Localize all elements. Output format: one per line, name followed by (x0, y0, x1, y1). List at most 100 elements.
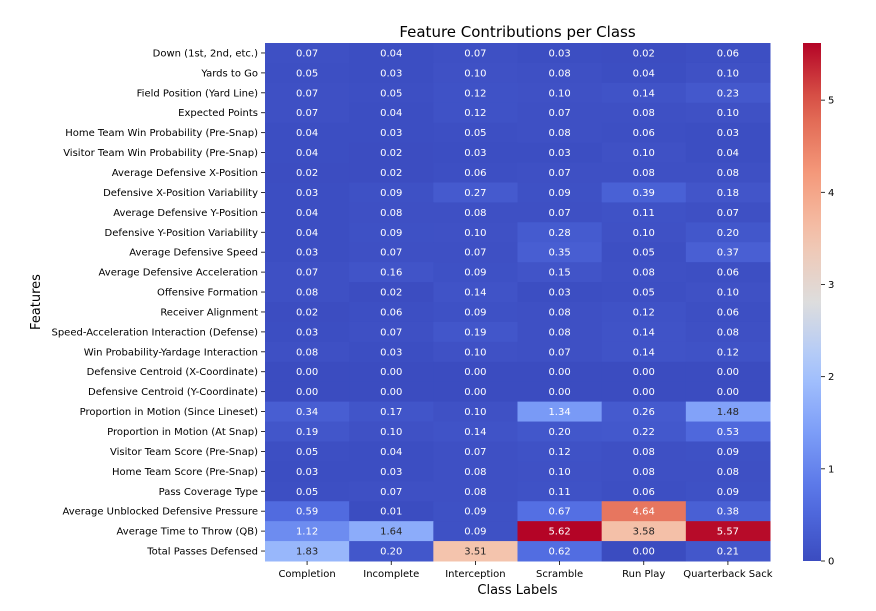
y-tick-label: Down (1st, 2nd, etc.) (153, 48, 258, 59)
cell-value-label: 0.38 (717, 507, 739, 518)
cell-value-label: 0.11 (633, 208, 655, 219)
heatmap-cell (685, 481, 771, 502)
heatmap-cell (685, 501, 771, 522)
cell-value-label: 0.20 (548, 427, 570, 438)
heatmap-cell (265, 242, 350, 263)
heatmap-cell (433, 321, 518, 343)
cell-value-label: 0.59 (296, 507, 318, 518)
heatmap-cell (601, 142, 687, 164)
heatmap-cell (349, 501, 434, 522)
heatmap-cell (433, 162, 518, 183)
heatmap-cell (349, 102, 434, 124)
heatmap-cell (601, 202, 687, 223)
heatmap-cell (349, 441, 434, 462)
cell-value-label: 0.03 (380, 347, 402, 358)
heatmap-cell (601, 401, 687, 423)
y-axis-ticks: Down (1st, 2nd, etc.) Yards to Go Field Po… (51, 48, 265, 558)
heatmap-cell (265, 381, 350, 403)
cell-value-label: 0.10 (633, 228, 655, 239)
heatmap-cell (265, 341, 350, 363)
cell-value-label: 0.07 (296, 268, 318, 279)
cell-value-label: 0.15 (548, 268, 570, 279)
heatmap-cell (601, 222, 687, 243)
heatmap-cell (265, 222, 350, 243)
heatmap-cell (433, 461, 518, 482)
heatmap-cell (433, 381, 518, 403)
colorbar-tick-label: 2 (828, 372, 834, 383)
cell-value-label: 0.02 (380, 288, 402, 299)
cell-value-label: 0.04 (296, 148, 318, 159)
cell-value-label: 0.08 (717, 168, 739, 179)
cell-value-label: 0.07 (296, 108, 318, 119)
cell-value-label: 0.08 (633, 268, 655, 279)
heatmap-cell (685, 202, 771, 223)
heatmap-cell (349, 162, 434, 183)
heatmap-cell (433, 521, 518, 542)
cell-value-label: 0.03 (380, 467, 402, 478)
cell-value-label: 0.00 (464, 367, 486, 378)
cell-value-label: 0.09 (548, 188, 570, 199)
cell-value-label: 0.17 (380, 407, 402, 418)
heatmap-cell (265, 501, 350, 522)
cell-value-label: 0.10 (633, 148, 655, 159)
heatmap-cell (433, 43, 518, 64)
heatmap-cell (265, 62, 350, 84)
cell-value-label: 0.09 (464, 268, 486, 279)
colorbar-tick-label: 3 (828, 280, 834, 291)
cell-value-label: 0.08 (548, 128, 570, 139)
cell-value-label: 0.07 (380, 487, 402, 498)
heatmap-cell (517, 102, 603, 124)
heatmap-cell (517, 262, 603, 283)
colorbar-ticks: 0 1 2 3 4 5 (821, 96, 834, 568)
y-tick-label: Average Defensive Speed (129, 248, 258, 259)
cell-value-label: 0.35 (548, 248, 570, 259)
cell-value-label: 0.07 (548, 168, 570, 179)
heatmap-cell (349, 202, 434, 223)
cell-value-label: 0.04 (296, 228, 318, 239)
cell-value-label: 0.10 (548, 467, 570, 478)
heatmap-cell (349, 421, 434, 442)
heatmap-cell (517, 441, 603, 462)
heatmap-cell (349, 461, 434, 482)
heatmap-cell (685, 182, 771, 203)
cell-value-label: 0.00 (296, 367, 318, 378)
cell-value-label: 0.10 (464, 407, 486, 418)
cell-value-label: 0.08 (380, 208, 402, 219)
heatmap-cell (685, 43, 771, 64)
cell-value-label: 1.83 (296, 547, 318, 558)
cell-value-label: 0.67 (548, 507, 570, 518)
cell-value-label: 0.09 (717, 487, 739, 498)
y-tick-label: Average Unblocked Defensive Pressure (62, 507, 258, 518)
heatmap-cell (517, 43, 603, 64)
heatmap-cell (517, 381, 603, 403)
heatmap-cell (601, 282, 687, 303)
y-tick-label: Defensive X-Position Variability (103, 188, 258, 199)
heatmap-cell (433, 222, 518, 243)
cell-value-label: 0.14 (464, 288, 486, 299)
cell-value-label: 0.03 (296, 188, 318, 199)
cell-value-label: 0.07 (464, 48, 486, 59)
cell-value-label: 5.57 (717, 527, 739, 538)
cell-value-label: 0.08 (464, 467, 486, 478)
cell-value-label: 0.03 (296, 327, 318, 338)
heatmap-cell (601, 361, 687, 383)
heatmap-cell (433, 341, 518, 363)
heatmap-cell (601, 302, 687, 323)
x-tick-label: Scramble (536, 569, 583, 580)
heatmap-cell (601, 82, 687, 104)
cell-value-label: 0.03 (380, 68, 402, 79)
cell-value-label: 0.03 (548, 288, 570, 299)
cell-value-label: 0.08 (464, 208, 486, 219)
heatmap-cell (265, 162, 350, 183)
cell-value-label: 0.04 (380, 108, 402, 119)
cell-value-label: 0.05 (464, 128, 486, 139)
cell-value-label: 0.06 (633, 128, 655, 139)
cell-value-label: 0.08 (548, 327, 570, 338)
heatmap-cell (601, 102, 687, 124)
cell-value-label: 0.07 (548, 347, 570, 358)
cell-value-label: 0.00 (548, 387, 570, 398)
cell-value-label: 0.08 (548, 307, 570, 318)
cell-value-label: 0.27 (464, 188, 486, 199)
cell-value-label: 0.06 (717, 307, 739, 318)
heatmap-cell (349, 142, 434, 164)
